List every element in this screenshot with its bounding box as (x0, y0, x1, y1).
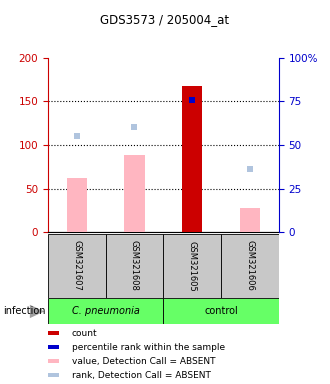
Text: GSM321608: GSM321608 (130, 240, 139, 291)
Text: GSM321606: GSM321606 (246, 240, 254, 291)
Bar (48, 298, 163, 324)
Polygon shape (30, 305, 44, 318)
Bar (163, 298, 279, 324)
Bar (163, 234, 221, 298)
Bar (124, 156, 145, 232)
Text: rank, Detection Call = ABSENT: rank, Detection Call = ABSENT (72, 371, 211, 380)
Bar (48, 234, 106, 298)
Text: GDS3573 / 205004_at: GDS3573 / 205004_at (100, 13, 230, 26)
Bar (106, 234, 163, 298)
Bar (48, 359, 59, 363)
Text: GSM321605: GSM321605 (188, 240, 197, 291)
Text: infection: infection (3, 306, 46, 316)
Text: count: count (72, 329, 97, 338)
Bar (48, 331, 59, 335)
Text: value, Detection Call = ABSENT: value, Detection Call = ABSENT (72, 357, 215, 366)
Text: control: control (204, 306, 238, 316)
Text: GSM321607: GSM321607 (72, 240, 81, 291)
Text: C. pneumonia: C. pneumonia (72, 306, 140, 316)
Bar (182, 86, 202, 232)
Bar (48, 345, 59, 349)
Bar (48, 373, 59, 377)
Bar (67, 178, 87, 232)
Bar (221, 234, 279, 298)
Bar (240, 208, 260, 232)
Text: percentile rank within the sample: percentile rank within the sample (72, 343, 225, 352)
